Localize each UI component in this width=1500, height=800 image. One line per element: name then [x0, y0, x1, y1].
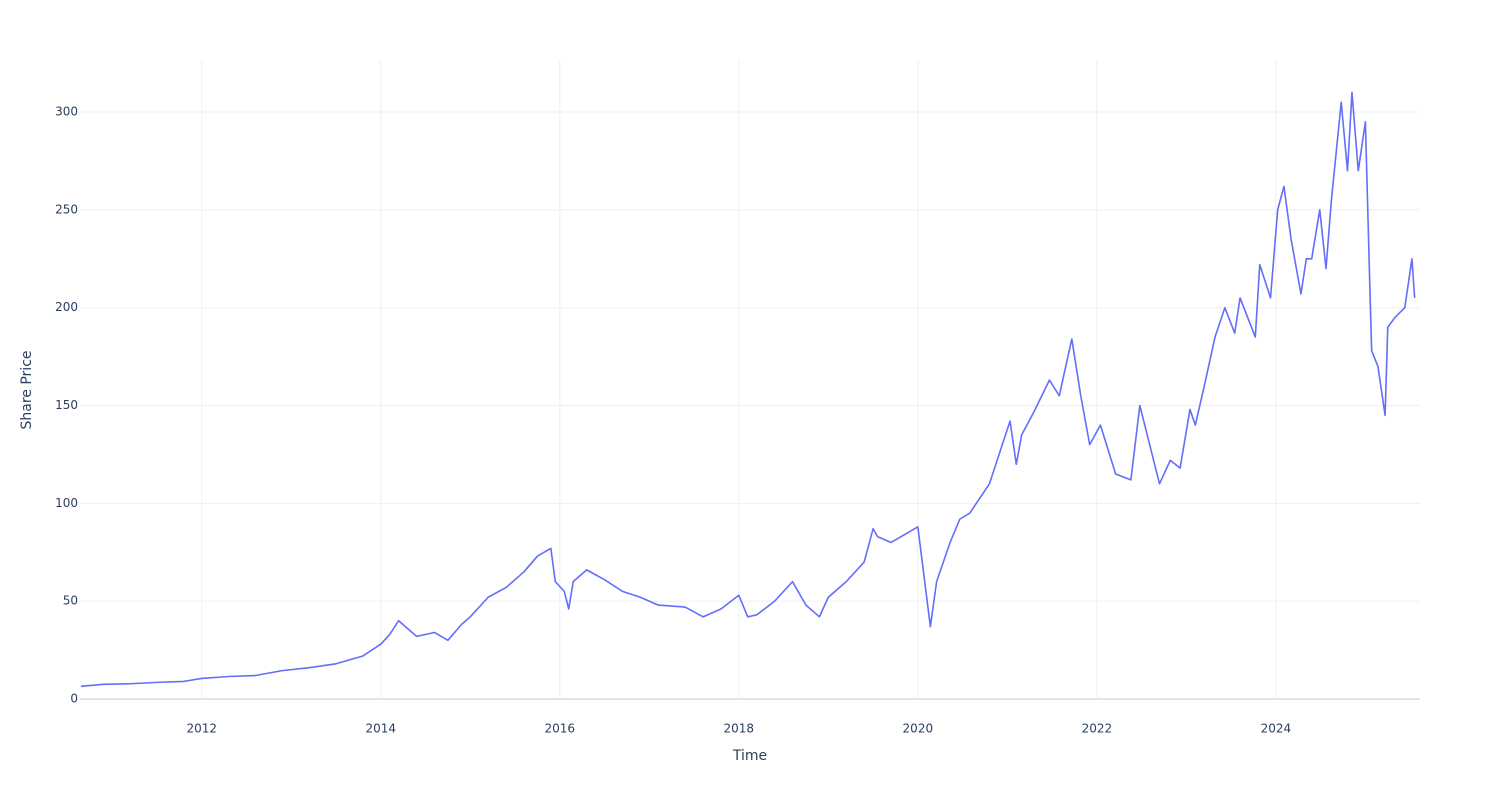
y-tick-label: 50 — [63, 594, 78, 608]
y-tick-label: 100 — [55, 496, 78, 510]
y-tick-label: 300 — [55, 105, 78, 119]
price-line — [80, 91, 1416, 688]
x-tick-label: 2014 — [365, 722, 396, 736]
x-tick-label: 2016 — [545, 722, 576, 736]
y-axis-title: Share Price — [19, 350, 35, 429]
x-tick-label: 2018 — [724, 722, 755, 736]
x-axis-title: Time — [732, 748, 767, 764]
x-tick-label: 2024 — [1261, 722, 1292, 736]
x-tick-label: 2022 — [1082, 722, 1113, 736]
y-tick-label: 150 — [55, 398, 78, 412]
y-tick-label: 250 — [55, 202, 78, 216]
y-tick-label: 200 — [55, 300, 78, 314]
x-tick-label: 2020 — [903, 722, 934, 736]
y-tick-label: 0 — [70, 692, 78, 706]
x-tick-label: 2012 — [186, 722, 217, 736]
